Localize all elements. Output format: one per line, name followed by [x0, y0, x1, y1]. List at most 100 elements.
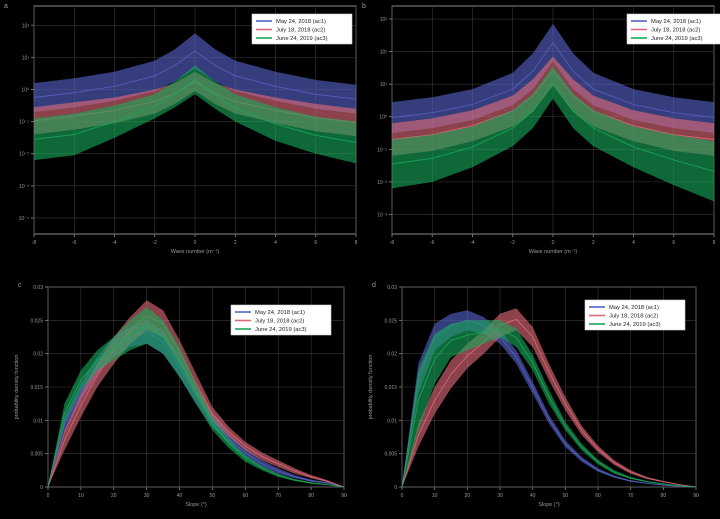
y-tick-label: 0.01	[33, 418, 43, 424]
y-tick-label: 10¹	[380, 82, 388, 88]
x-tick-label: 30	[144, 493, 150, 499]
band-ac3	[392, 66, 714, 202]
y-tick-label: 0.03	[33, 285, 43, 291]
x-tick-label: 60	[595, 493, 601, 499]
y-tick-label: 0	[394, 485, 397, 491]
y-tick-label: 0.01	[387, 418, 397, 424]
x-tick-label: 90	[341, 493, 347, 499]
chart-panel-d: 0 10 20 30 40 50 60 70 80 90 0 0.005 0.01 0.015 0.02 0.…	[368, 282, 699, 508]
band-ac2	[402, 308, 696, 487]
chart-panel-c: 0 10 20 30 40 50 60 70 80 90 0 0.005 0.01 0.015 0.02 0.…	[14, 282, 347, 508]
chart-panel-b: -8 -6 -4 -2 0 2 4 6 8 10⁻³ 10⁻² 10⁻¹ 10⁰ 10¹ 10² 10³ Wav…	[362, 3, 720, 255]
x-tick-label: 20	[465, 493, 471, 499]
legend-entry: May 24, 2018 (ac1)	[609, 305, 659, 311]
x-tick-label: 40	[177, 493, 183, 499]
legend: May 24, 2018 (ac1) July 18, 2018 (ac2) Jun…	[251, 13, 353, 45]
band-ac3	[48, 307, 344, 487]
x-tick-label: 6	[672, 240, 675, 246]
x-axis-label: Wave number (m⁻¹)	[171, 249, 220, 255]
x-tick-label: -6	[430, 240, 435, 246]
x-axis-label: Slope (°)	[185, 502, 207, 508]
legend-entry: June 24, 2019 (ac3)	[255, 327, 307, 333]
x-tick-label: 4	[274, 240, 277, 246]
y-tick-label: 10⁰	[379, 115, 387, 121]
y-tick-label: 10⁻¹	[19, 120, 29, 126]
y-tick-label: 10³	[380, 17, 388, 23]
midline-ac3	[392, 81, 714, 172]
series-bands	[34, 33, 356, 164]
band-ac1	[34, 33, 356, 114]
x-tick-label: 10	[78, 493, 84, 499]
x-tick-label: 50	[563, 493, 569, 499]
x-tick-label: -2	[511, 240, 516, 246]
y-tick-label: 0.025	[30, 318, 43, 324]
midline-ac1	[34, 50, 356, 100]
midline-ac3	[402, 328, 696, 487]
x-tick-label: 0	[552, 240, 555, 246]
panel-label: a	[4, 3, 8, 10]
midline-ac3	[48, 324, 344, 487]
x-tick-label: 70	[628, 493, 634, 499]
legend-box	[251, 13, 353, 45]
x-tick-label: 2	[592, 240, 595, 246]
x-tick-label: 8	[355, 240, 358, 246]
legend: May 24, 2018 (ac1) July 18, 2018 (ac2) Jun…	[584, 299, 686, 331]
y-tick-label: 10⁻⁴	[19, 216, 29, 222]
legend-entry: July 18, 2018 (ac2)	[609, 314, 658, 320]
band-ac3	[34, 65, 356, 164]
x-tick-label: -6	[72, 240, 77, 246]
x-axis-label: Slope (°)	[538, 502, 560, 508]
legend: May 24, 2018 (ac1) July 18, 2018 (ac2) Jun…	[626, 13, 720, 45]
series-bands	[392, 23, 714, 202]
y-tick-label: 0	[40, 485, 43, 491]
x-tick-label: 0	[401, 493, 404, 499]
y-axis-label: probability density function	[368, 355, 374, 420]
legend: May 24, 2018 (ac1) July 18, 2018 (ac2) Jun…	[230, 304, 332, 336]
y-tick-label: 10¹	[22, 55, 30, 61]
x-tick-label: 4	[632, 240, 635, 246]
chart-panel-a: -8 -6 -4 -2 0 2 4 6 8 10⁻⁴ 10⁻³ 10⁻² 10⁻¹ 10⁰ 10¹ 10² Wa…	[4, 3, 358, 255]
midline-ac3	[34, 79, 356, 143]
x-tick-label: 30	[497, 493, 503, 499]
x-axis-label: Wave number (m⁻¹)	[529, 249, 578, 255]
legend-entry: May 24, 2018 (ac1)	[255, 310, 305, 316]
y-tick-label: 0.025	[384, 318, 397, 324]
panel-label: b	[362, 3, 366, 10]
y-tick-label: 10⁰	[21, 87, 29, 93]
series-bands	[48, 300, 344, 487]
x-tick-label: 20	[111, 493, 117, 499]
x-tick-label: 10	[432, 493, 438, 499]
x-tick-label: -2	[153, 240, 158, 246]
y-tick-label: 10²	[22, 23, 30, 29]
x-tick-label: -4	[470, 240, 475, 246]
x-tick-label: 0	[47, 493, 50, 499]
band-ac3	[402, 320, 696, 487]
x-tick-label: -8	[390, 240, 395, 246]
series-bands	[402, 308, 696, 487]
legend-entry: June 24, 2019 (ac3)	[276, 36, 328, 42]
y-tick-label: 10⁻¹	[377, 147, 387, 153]
panel-label: d	[372, 282, 376, 289]
midline-ac2	[402, 318, 696, 487]
x-tick-label: 80	[308, 493, 314, 499]
y-tick-label: 0.015	[30, 385, 43, 391]
legend-entry: May 24, 2018 (ac1)	[651, 19, 701, 25]
y-tick-label: 0.005	[30, 452, 43, 458]
y-tick-label: 10⁻³	[377, 212, 387, 218]
x-tick-label: -8	[32, 240, 37, 246]
x-tick-label: 60	[243, 493, 249, 499]
x-tick-label: 80	[661, 493, 667, 499]
x-tick-label: 0	[194, 240, 197, 246]
x-tick-label: 2	[234, 240, 237, 246]
y-tick-label: 10⁻²	[19, 152, 29, 158]
y-tick-label: 10²	[380, 50, 388, 56]
legend-entry: May 24, 2018 (ac1)	[276, 19, 326, 25]
midline-ac1	[392, 41, 714, 119]
y-tick-label: 10⁻³	[19, 184, 29, 190]
x-tick-label: 70	[275, 493, 281, 499]
x-tick-label: 50	[210, 493, 216, 499]
y-tick-label: 0.03	[387, 285, 397, 291]
x-tick-label: 8	[713, 240, 716, 246]
x-tick-label: 6	[314, 240, 317, 246]
